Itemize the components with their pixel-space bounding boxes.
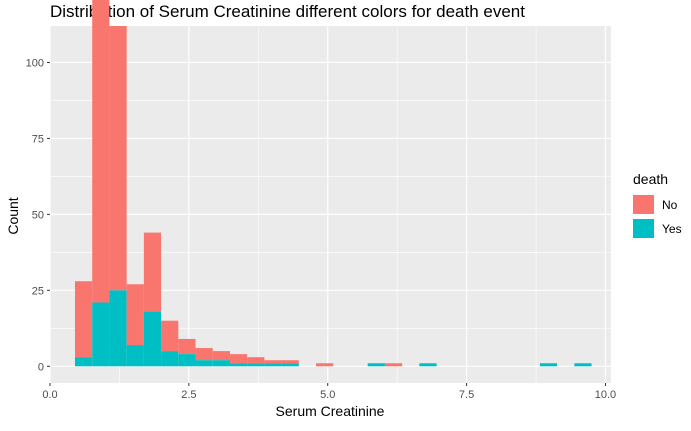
y-tick-label: 100 bbox=[26, 57, 44, 69]
bar-yes bbox=[161, 351, 179, 367]
bar-no bbox=[178, 338, 196, 355]
x-axis-ticks: 0.0 2.5 5.0 7.5 10.0 bbox=[42, 383, 616, 401]
bar-no bbox=[74, 281, 93, 358]
legend-title: death bbox=[633, 171, 668, 187]
bar-yes bbox=[539, 363, 558, 367]
bar-no bbox=[281, 360, 299, 364]
bar-yes bbox=[195, 360, 213, 367]
bar-yes bbox=[109, 290, 127, 367]
bar-no bbox=[247, 357, 265, 364]
bar-no bbox=[109, 26, 127, 291]
bar-yes bbox=[229, 363, 248, 367]
y-tick-label: 0 bbox=[38, 361, 44, 373]
bar-yes bbox=[419, 363, 437, 367]
bar-yes bbox=[281, 363, 299, 367]
legend-label-no: No bbox=[662, 198, 678, 212]
bar-yes bbox=[126, 345, 144, 367]
y-axis-title: Count bbox=[5, 197, 21, 234]
bar-yes bbox=[178, 354, 196, 367]
bar-no bbox=[384, 363, 403, 367]
bar-yes bbox=[264, 363, 282, 367]
legend-label-yes: Yes bbox=[662, 222, 682, 236]
histogram-bars bbox=[74, 0, 592, 367]
x-tick-label: 10.0 bbox=[595, 389, 616, 401]
y-tick-label: 50 bbox=[32, 209, 44, 221]
bar-yes bbox=[74, 357, 93, 367]
bar-no bbox=[161, 320, 179, 352]
y-tick-label: 75 bbox=[32, 133, 44, 145]
bar-yes bbox=[574, 363, 592, 367]
bar-no bbox=[229, 354, 248, 364]
bar-no bbox=[195, 348, 213, 361]
bar-no bbox=[126, 284, 144, 346]
x-tick-label: 0.0 bbox=[42, 389, 57, 401]
chart-title: Distribution of Serum Creatinine differe… bbox=[50, 2, 525, 21]
legend-key-yes bbox=[633, 219, 654, 238]
bar-yes bbox=[92, 302, 110, 367]
bar-yes bbox=[212, 360, 230, 367]
x-axis-title: Serum Creatinine bbox=[276, 403, 385, 419]
bar-no bbox=[316, 363, 334, 367]
bar-yes bbox=[247, 363, 265, 367]
x-tick-label: 7.5 bbox=[459, 389, 474, 401]
bar-no bbox=[92, 0, 110, 303]
bar-yes bbox=[143, 311, 162, 367]
x-tick-label: 5.0 bbox=[320, 389, 335, 401]
bar-no bbox=[212, 351, 230, 361]
legend-key-no bbox=[633, 195, 654, 214]
x-tick-label: 2.5 bbox=[181, 389, 196, 401]
bar-no bbox=[143, 232, 162, 312]
bar-no bbox=[264, 360, 282, 364]
y-tick-label: 25 bbox=[32, 285, 44, 297]
y-axis-ticks: 0 25 50 75 100 bbox=[26, 57, 50, 373]
bar-yes bbox=[367, 363, 385, 367]
legend: death No Yes bbox=[633, 171, 682, 238]
